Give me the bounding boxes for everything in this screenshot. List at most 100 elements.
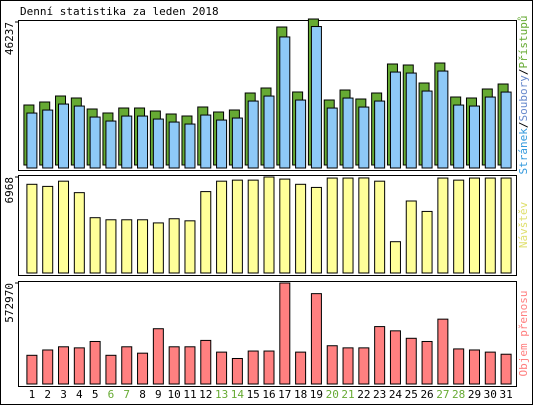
bar [405, 200, 417, 274]
bar [263, 95, 275, 169]
bar [42, 109, 54, 169]
bar [247, 350, 259, 385]
bar [358, 106, 370, 169]
legend-separator: / [517, 69, 530, 76]
bar [89, 217, 101, 274]
bar [358, 347, 370, 385]
bar [437, 318, 449, 385]
bar [453, 104, 465, 169]
bar [231, 357, 243, 385]
bar [152, 118, 164, 169]
x-tick-label: 14 [231, 388, 245, 401]
bar [389, 71, 401, 169]
bar [231, 117, 243, 169]
bar [295, 183, 307, 274]
bar [58, 180, 70, 274]
x-tick-label: 11 [183, 388, 196, 401]
bar [26, 183, 38, 274]
bar [121, 219, 133, 274]
legend-entry: Stránek [517, 128, 530, 175]
bar [421, 210, 433, 274]
bar [326, 177, 338, 274]
bar [26, 112, 38, 169]
x-tick-label: 30 [484, 388, 497, 401]
bar [405, 337, 417, 385]
bar [421, 340, 433, 385]
x-tick-label: 31 [499, 388, 512, 401]
bar [342, 97, 354, 169]
x-tick-label: 29 [468, 388, 481, 401]
bar [231, 179, 243, 274]
bar [58, 103, 70, 169]
bar [168, 121, 180, 169]
bar [468, 177, 480, 274]
bar [389, 330, 401, 385]
bar [500, 177, 512, 274]
bar [453, 348, 465, 385]
bar [468, 105, 480, 169]
bar [137, 352, 149, 385]
bar [453, 179, 465, 274]
bar [168, 218, 180, 274]
legend: Objem přenosu [517, 290, 530, 376]
x-tick-label: 20 [326, 388, 339, 401]
legend-entry: Návštěv [517, 201, 530, 248]
bar [184, 346, 196, 385]
x-tick-label: 24 [389, 388, 403, 401]
x-tick-label: 5 [92, 388, 99, 401]
bar [184, 123, 196, 169]
x-tick-label: 25 [405, 388, 418, 401]
bar [137, 219, 149, 274]
bar [121, 346, 133, 385]
bar [279, 178, 291, 274]
bar [484, 96, 496, 169]
bar [374, 180, 386, 274]
bar [26, 354, 38, 385]
bar [437, 70, 449, 169]
legend: Návštěv [517, 201, 530, 248]
x-tick-label: 26 [420, 388, 433, 401]
y-tick-label: 46237 [3, 22, 16, 55]
x-tick-label: 3 [60, 388, 67, 401]
legend-entry: Přístupů [517, 16, 530, 69]
x-tick-label: 6 [108, 388, 115, 401]
x-tick-label: 9 [155, 388, 162, 401]
bar [295, 351, 307, 385]
bar [121, 115, 133, 169]
bar [105, 354, 117, 385]
legend-separator: / [517, 121, 530, 128]
bar [42, 349, 54, 385]
bar [152, 222, 164, 274]
x-tick-label: 2 [44, 388, 51, 401]
bar [216, 351, 228, 385]
x-tick-label: 1 [29, 388, 36, 401]
bar [326, 107, 338, 169]
bar [326, 345, 338, 385]
legend-entry: Soubory [517, 75, 530, 122]
bar [137, 115, 149, 169]
x-tick-label: 21 [341, 388, 354, 401]
x-tick-label: 12 [199, 388, 212, 401]
x-tick-label: 18 [294, 388, 307, 401]
bar [405, 72, 417, 169]
bar [263, 176, 275, 274]
bar [263, 350, 275, 385]
x-tick-label: 28 [452, 388, 465, 401]
x-tick-label: 13 [215, 388, 228, 401]
bar [89, 116, 101, 169]
bar [437, 177, 449, 274]
bar [216, 180, 228, 274]
y-tick-label: 6968 [3, 177, 16, 204]
bar [152, 328, 164, 385]
x-tick-label: 27 [436, 388, 449, 401]
bar [358, 177, 370, 274]
y-tick-label: 572970 [3, 283, 16, 323]
x-tick-label: 17 [278, 388, 291, 401]
legend: Stránek/Soubory/Přístupů [517, 16, 530, 175]
bar [42, 185, 54, 274]
x-tick-label: 8 [139, 388, 146, 401]
bar [105, 219, 117, 274]
x-tick-label: 10 [168, 388, 181, 401]
x-tick-label: 23 [373, 388, 386, 401]
